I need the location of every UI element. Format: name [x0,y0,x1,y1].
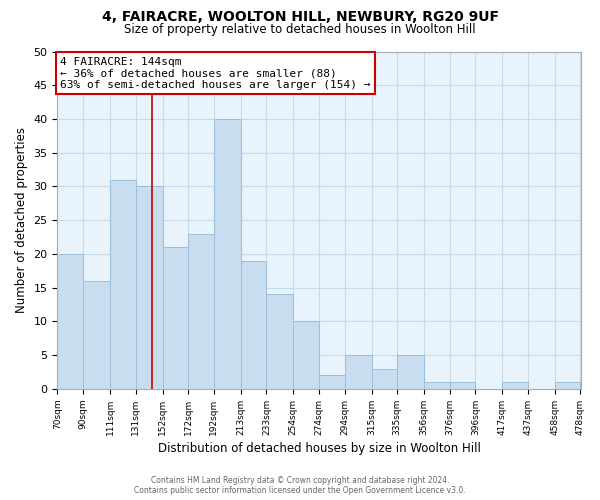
Bar [136,186,163,389]
X-axis label: Distribution of detached houses by size in Woolton Hill: Distribution of detached houses by size … [158,442,481,455]
Text: 4, FAIRACRE, WOOLTON HILL, NEWBURY, RG20 9UF: 4, FAIRACRE, WOOLTON HILL, NEWBURY, RG20… [101,10,499,24]
Bar [58,254,83,389]
Bar [450,382,475,389]
Bar [163,247,188,389]
Bar [83,281,110,389]
Text: Size of property relative to detached houses in Woolton Hill: Size of property relative to detached ho… [124,22,476,36]
Bar [424,382,450,389]
Bar [502,382,528,389]
Bar [188,234,214,389]
Bar [110,180,136,389]
Bar [397,355,424,389]
Bar [293,322,319,389]
Bar [344,355,371,389]
Bar [371,368,397,389]
Bar [266,294,293,389]
Bar [214,119,241,389]
Text: 4 FAIRACRE: 144sqm
← 36% of detached houses are smaller (88)
63% of semi-detache: 4 FAIRACRE: 144sqm ← 36% of detached hou… [60,56,371,90]
Bar [319,376,344,389]
Text: Contains HM Land Registry data © Crown copyright and database right 2024.
Contai: Contains HM Land Registry data © Crown c… [134,476,466,495]
Y-axis label: Number of detached properties: Number of detached properties [15,127,28,313]
Bar [241,260,266,389]
Bar [555,382,580,389]
